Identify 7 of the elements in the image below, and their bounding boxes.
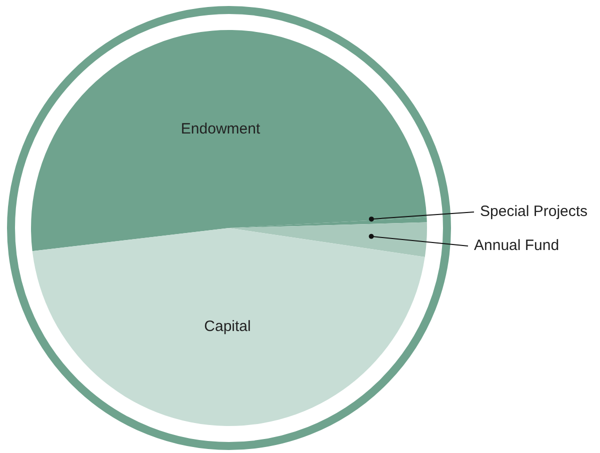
slice-label: Special Projects [480,202,588,220]
slice-label: Capital [204,318,251,335]
slice-label: Annual Fund [474,236,560,254]
pie-slice [31,30,427,252]
slice-label: Endowment [180,120,261,138]
pie-slice [229,222,427,257]
pie-slice [32,228,425,426]
